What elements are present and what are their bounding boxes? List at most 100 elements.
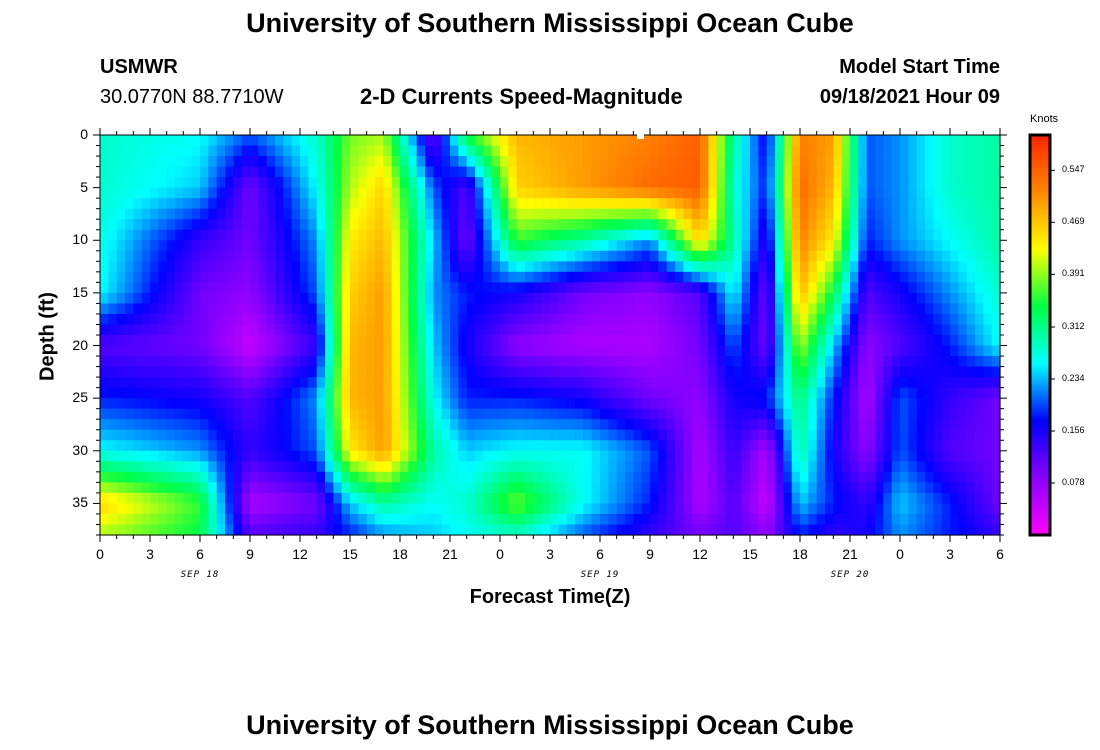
y-tick-label: 25 — [72, 389, 88, 406]
heatmap-cell — [791, 345, 801, 357]
heatmap-cell — [458, 177, 468, 189]
heatmap-cell — [391, 145, 401, 157]
heatmap-cell — [450, 366, 459, 378]
heatmap-cell — [750, 408, 759, 420]
heatmap-cell — [233, 524, 243, 536]
heatmap-cell — [875, 356, 884, 368]
heatmap-cell — [508, 461, 518, 473]
heatmap-cell — [908, 366, 918, 378]
heatmap-cell — [166, 492, 176, 505]
heatmap-cell — [850, 356, 859, 368]
heatmap-cell — [366, 156, 376, 168]
heatmap-cell — [491, 166, 501, 178]
heatmap-cell — [500, 482, 509, 494]
heatmap-cell — [841, 156, 851, 168]
heatmap-cell — [766, 524, 776, 536]
heatmap-cell — [591, 450, 601, 462]
heatmap-cell — [841, 198, 851, 210]
heatmap-cell — [158, 208, 168, 220]
heatmap-cell — [641, 135, 651, 147]
heatmap-cell — [316, 187, 326, 199]
heatmap-cell — [958, 335, 968, 347]
heatmap-cell — [808, 303, 818, 315]
heatmap-cell — [575, 503, 584, 515]
heatmap-cell — [300, 303, 309, 315]
heatmap-cell — [641, 429, 651, 441]
heatmap-cell — [441, 145, 451, 157]
heatmap-cell — [491, 513, 501, 526]
heatmap-cell — [891, 240, 901, 252]
heatmap-cell — [225, 377, 234, 389]
heatmap-cell — [325, 335, 334, 347]
heatmap-cell — [516, 292, 526, 305]
heatmap-cell — [658, 219, 668, 231]
heatmap-cell — [950, 145, 959, 157]
heatmap-cell — [383, 471, 393, 483]
heatmap-cell — [808, 324, 818, 336]
heatmap-cell — [708, 492, 718, 505]
heatmap-cell — [433, 377, 443, 389]
heatmap-cell — [958, 492, 968, 505]
heatmap-cell — [108, 135, 118, 147]
heatmap-cell — [691, 366, 701, 378]
heatmap-cell — [133, 166, 143, 178]
heatmap-cell — [883, 377, 893, 389]
heatmap-cell — [533, 303, 543, 315]
heatmap-cell — [466, 282, 476, 294]
heatmap-cell — [375, 156, 384, 168]
heatmap-cell — [333, 292, 343, 305]
heatmap-cell — [608, 292, 618, 305]
heatmap-cell — [425, 208, 434, 220]
heatmap-cell — [958, 261, 968, 273]
heatmap-cell — [841, 335, 851, 347]
heatmap-cell — [808, 377, 818, 389]
heatmap-cell — [383, 135, 393, 147]
heatmap-cell — [800, 419, 809, 431]
colorbar-unit: Knots — [1030, 113, 1059, 125]
heatmap-cell — [100, 198, 109, 210]
heatmap-cell — [250, 513, 259, 526]
heatmap-cell — [375, 356, 384, 368]
heatmap-cell — [300, 208, 309, 220]
heatmap-cell — [475, 356, 484, 368]
heatmap-cell — [875, 208, 884, 220]
heatmap-cell — [783, 240, 793, 252]
heatmap-cell — [291, 208, 301, 220]
heatmap-cell — [408, 450, 418, 462]
heatmap-cell — [391, 187, 401, 199]
heatmap-cell — [608, 166, 618, 178]
heatmap-cell — [408, 461, 418, 473]
heatmap-cell — [258, 408, 268, 420]
heatmap-cell — [741, 313, 751, 326]
heatmap-cell — [241, 177, 251, 189]
heatmap-cell — [716, 282, 726, 294]
heatmap-cell — [483, 450, 493, 462]
heatmap-cell — [783, 419, 793, 431]
heatmap-cell — [566, 250, 576, 262]
heatmap-cell — [725, 229, 734, 241]
heatmap-cell — [983, 366, 993, 378]
heatmap-cell — [583, 313, 593, 326]
heatmap-cell — [916, 282, 926, 294]
heatmap-cell — [575, 166, 584, 178]
heatmap-cell — [908, 292, 918, 305]
heatmap-cell — [483, 324, 493, 336]
heatmap-cell — [441, 187, 451, 199]
heatmap-cell — [300, 513, 309, 526]
heatmap-cell — [941, 440, 951, 452]
heatmap-cell — [325, 198, 334, 210]
heatmap-cell — [858, 208, 868, 220]
heatmap-cell — [983, 156, 993, 168]
heatmap-cell — [900, 377, 909, 389]
heatmap-cell — [825, 471, 834, 483]
heatmap-cell — [458, 387, 468, 399]
heatmap-cell — [641, 366, 651, 378]
heatmap-cell — [716, 429, 726, 441]
heatmap-cell — [733, 208, 743, 220]
heatmap-cell — [991, 513, 1001, 526]
heatmap-cell — [291, 177, 301, 189]
heatmap-cell — [491, 156, 501, 168]
heatmap-cell — [841, 219, 851, 231]
heatmap-cell — [908, 145, 918, 157]
heatmap-cell — [608, 261, 618, 273]
